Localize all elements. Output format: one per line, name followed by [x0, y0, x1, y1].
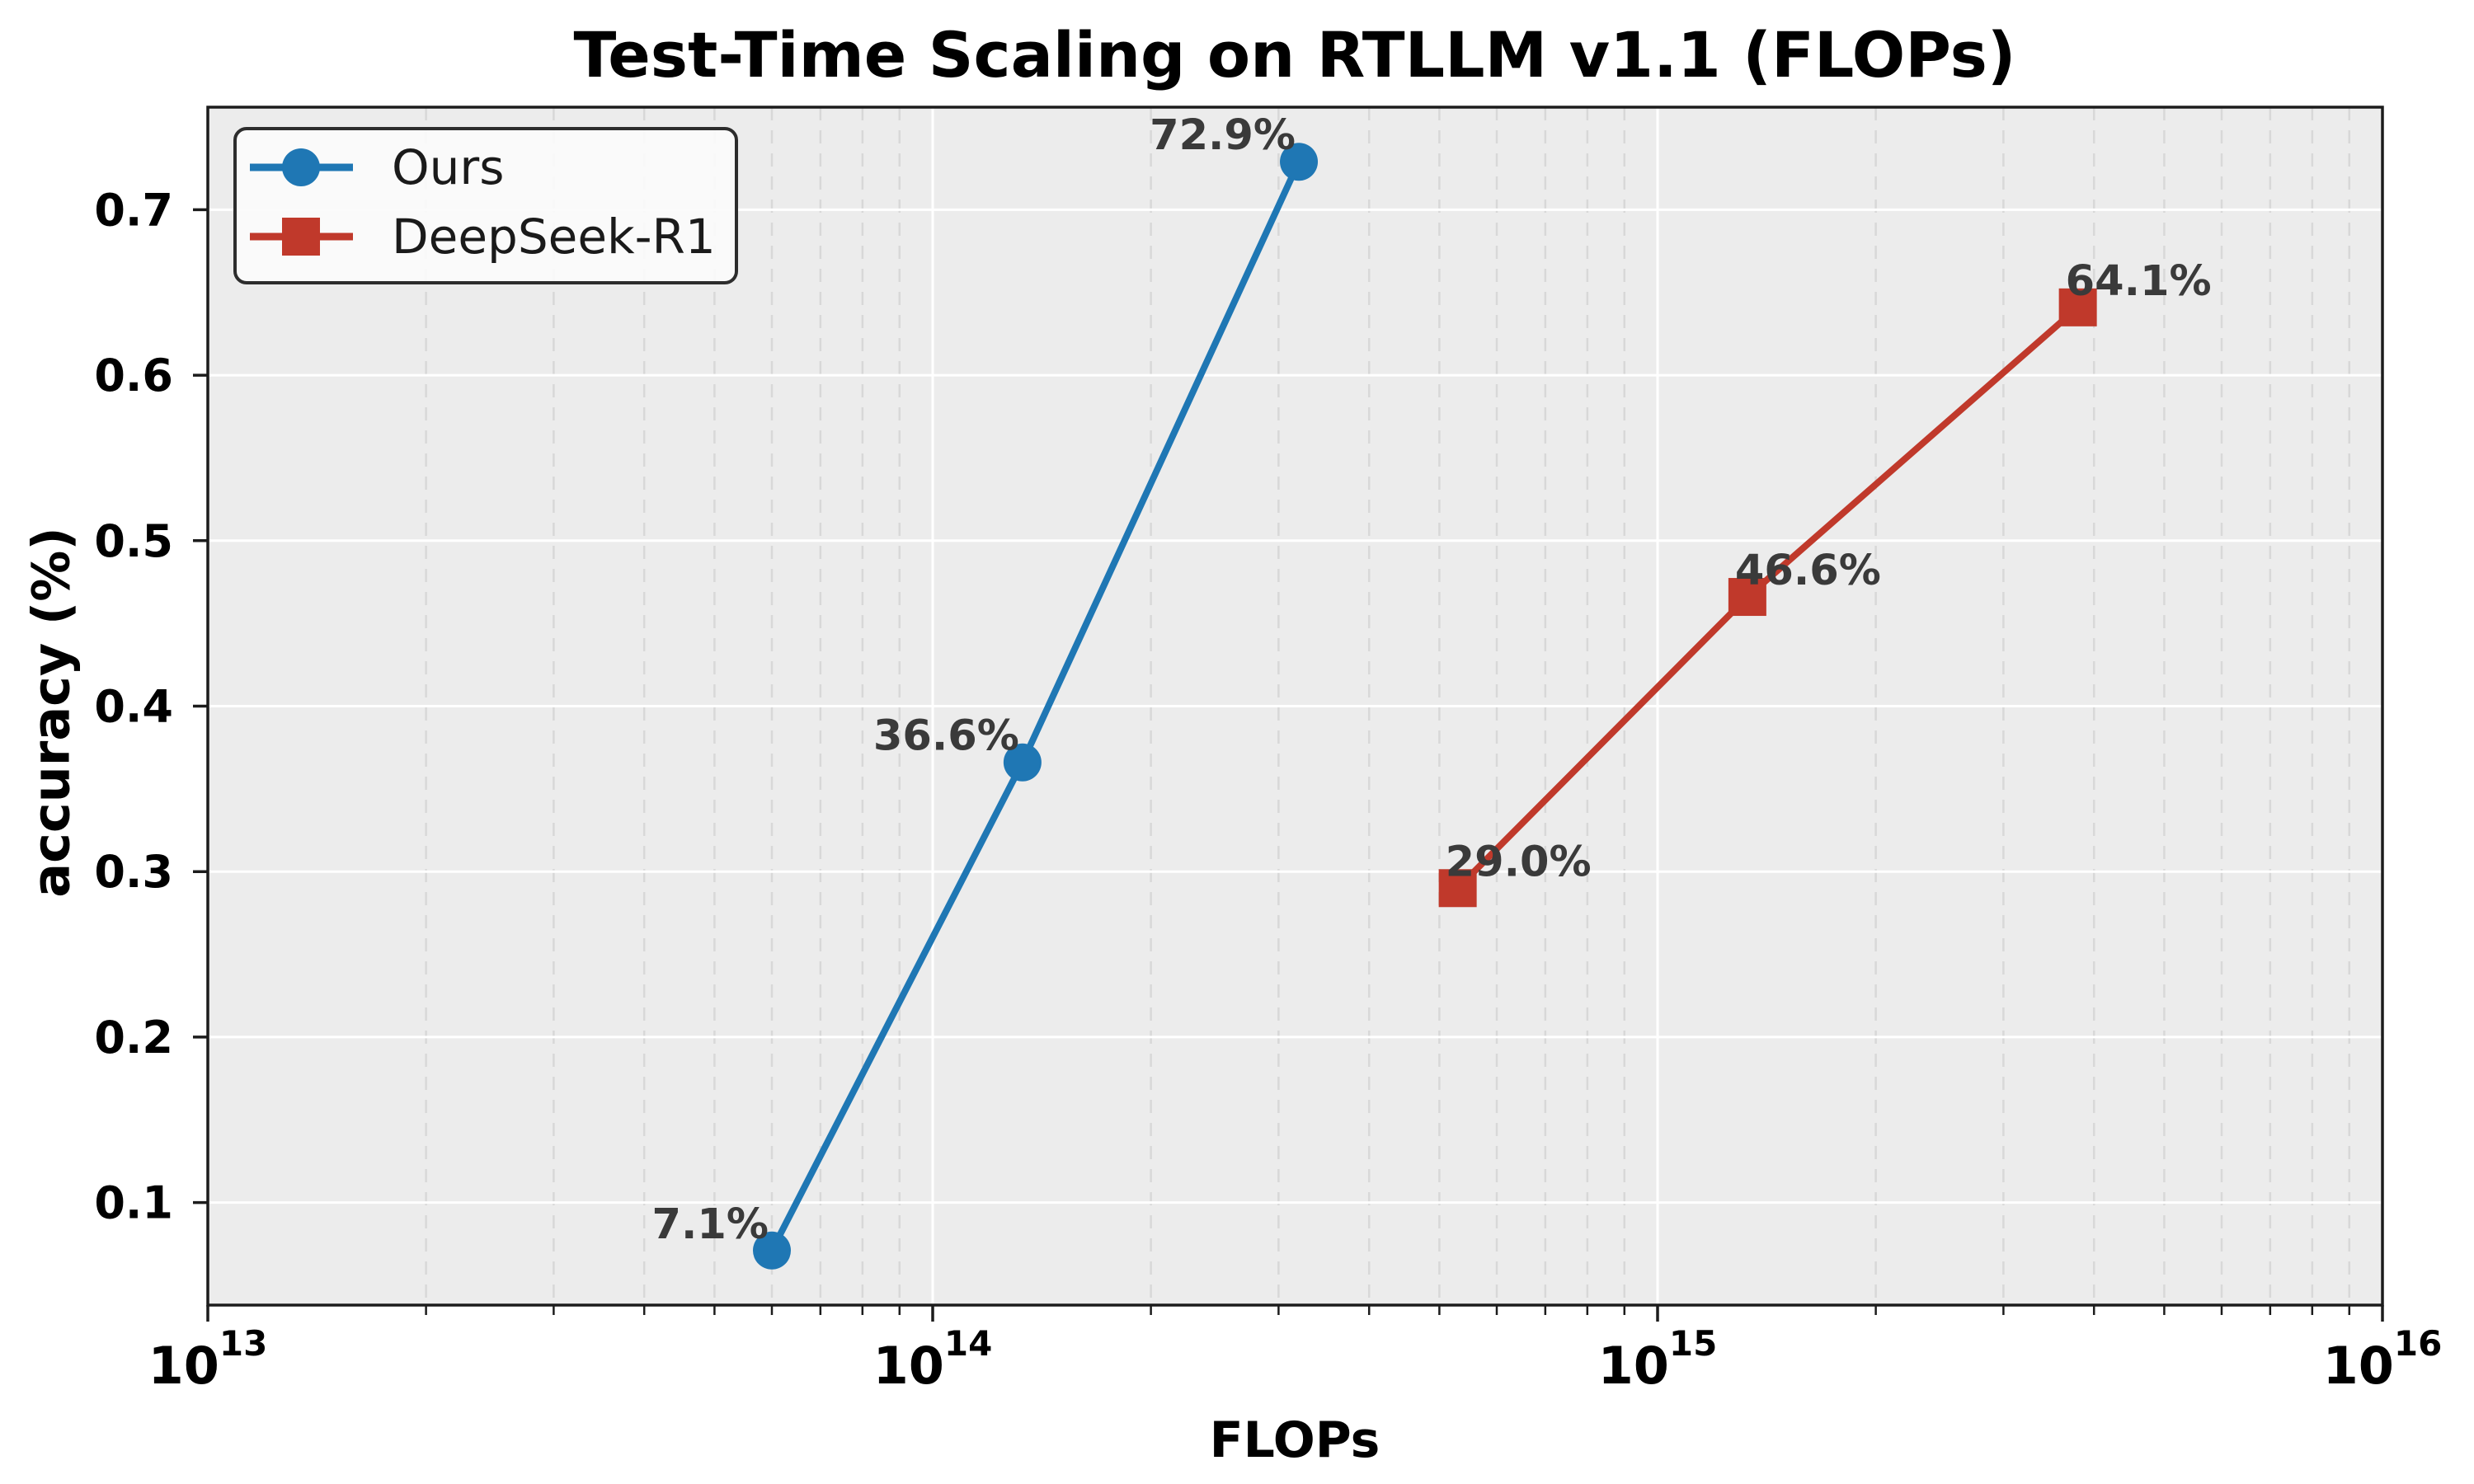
y-tick-label-0.7: 0.7 [94, 184, 173, 236]
x-tick-label-10e15: 1015 [1598, 1323, 1718, 1396]
data-point-ours-1 [1003, 743, 1042, 782]
y-tick-label-0.5: 0.5 [94, 515, 173, 567]
point-label-deepseek-r1-0: 29.0% [1446, 838, 1592, 886]
data-point-ours-2 [1280, 143, 1319, 181]
point-label-deepseek-r1-2: 64.1% [2066, 257, 2212, 306]
y-tick-label-0.6: 0.6 [94, 350, 173, 402]
point-label-ours-1: 36.6% [873, 712, 1019, 761]
x-tick-label-10e16: 1016 [2323, 1323, 2443, 1396]
y-tick-label-0.1: 0.1 [94, 1177, 173, 1229]
y-tick-label-0.2: 0.2 [94, 1012, 173, 1064]
legend-box [233, 127, 738, 284]
data-point-deepseek-r1-1 [1728, 578, 1766, 617]
point-label-ours-0: 7.1% [652, 1200, 769, 1249]
point-label-ours-2: 72.9% [1150, 111, 1296, 160]
y-tick-label-0.3: 0.3 [94, 846, 173, 898]
data-point-deepseek-r1-0 [1438, 869, 1477, 908]
legend-label-ours: Ours [392, 139, 504, 195]
point-label-deepseek-r1-1: 46.6% [1735, 547, 1881, 595]
y-tick-label-0.4: 0.4 [94, 681, 173, 733]
x-tick-label-10e14: 1014 [873, 1323, 993, 1396]
chart-title: Test-Time Scaling on RTLLM v1.1 (FLOPs) [573, 18, 2016, 92]
legend-marker-ours [282, 148, 320, 186]
legend-label-deepseek-r1: DeepSeek-R1 [392, 209, 716, 265]
legend-marker-deepseek-r1 [282, 218, 320, 256]
data-point-ours-0 [752, 1231, 791, 1270]
x-axis-label: FLOPs [1209, 1411, 1380, 1469]
data-point-deepseek-r1-2 [2058, 288, 2097, 326]
x-tick-label-10e13: 1013 [148, 1323, 268, 1396]
